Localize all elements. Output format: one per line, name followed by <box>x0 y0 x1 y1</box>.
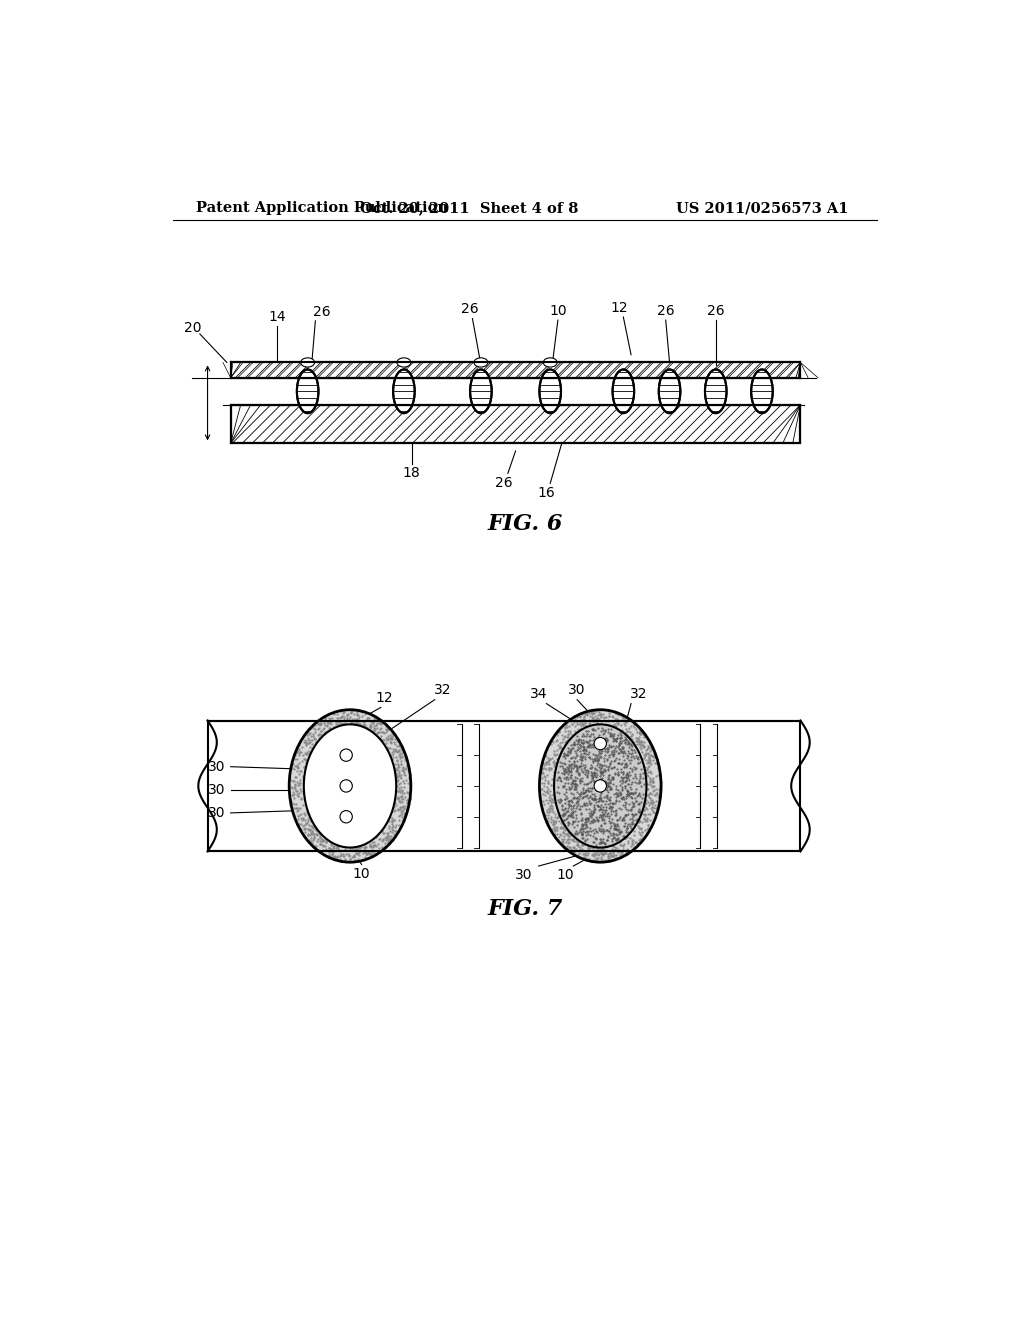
Text: Patent Application Publication: Patent Application Publication <box>196 202 449 215</box>
Text: 32: 32 <box>433 684 452 697</box>
Text: 34: 34 <box>529 688 548 701</box>
Text: 18: 18 <box>402 466 421 480</box>
Text: 26: 26 <box>496 475 513 490</box>
Ellipse shape <box>474 358 487 367</box>
Text: 26: 26 <box>461 302 478 317</box>
Text: 26: 26 <box>312 305 331 318</box>
Text: 30: 30 <box>514 869 532 882</box>
Ellipse shape <box>594 780 606 792</box>
Ellipse shape <box>340 748 352 762</box>
Ellipse shape <box>554 725 646 847</box>
Ellipse shape <box>397 358 411 367</box>
Ellipse shape <box>297 370 318 413</box>
Bar <box>230 363 801 378</box>
Text: 26: 26 <box>657 304 675 318</box>
Text: 10: 10 <box>352 867 371 880</box>
Text: FIG. 7: FIG. 7 <box>487 898 562 920</box>
Ellipse shape <box>470 370 492 413</box>
Text: Oct. 20, 2011  Sheet 4 of 8: Oct. 20, 2011 Sheet 4 of 8 <box>360 202 579 215</box>
Ellipse shape <box>612 370 634 413</box>
Ellipse shape <box>544 358 557 367</box>
Ellipse shape <box>540 710 662 862</box>
Ellipse shape <box>340 810 352 822</box>
Ellipse shape <box>289 710 411 862</box>
Text: 30: 30 <box>568 684 586 697</box>
Bar <box>230 363 801 378</box>
Text: 10: 10 <box>557 869 574 882</box>
Text: 30: 30 <box>208 807 225 820</box>
Ellipse shape <box>340 780 352 792</box>
Ellipse shape <box>752 370 773 413</box>
Bar <box>230 405 801 444</box>
Text: 30: 30 <box>208 783 225 797</box>
Ellipse shape <box>393 370 415 413</box>
Ellipse shape <box>658 370 680 413</box>
Bar <box>230 405 801 444</box>
Text: 20: 20 <box>184 321 202 335</box>
Text: 10: 10 <box>549 304 566 318</box>
Text: FIG. 6: FIG. 6 <box>487 512 562 535</box>
Text: US 2011/0256573 A1: US 2011/0256573 A1 <box>676 202 848 215</box>
FancyBboxPatch shape <box>208 721 801 851</box>
Ellipse shape <box>705 370 727 413</box>
Text: 12: 12 <box>610 301 629 314</box>
Text: 14: 14 <box>268 310 286 323</box>
Text: 30: 30 <box>208 760 225 774</box>
Ellipse shape <box>304 725 396 847</box>
Ellipse shape <box>540 370 561 413</box>
Text: 26: 26 <box>707 304 725 318</box>
Text: 12: 12 <box>376 692 393 705</box>
Ellipse shape <box>594 738 606 750</box>
Ellipse shape <box>301 358 314 367</box>
Text: 32: 32 <box>630 688 647 701</box>
Text: 16: 16 <box>538 486 555 500</box>
